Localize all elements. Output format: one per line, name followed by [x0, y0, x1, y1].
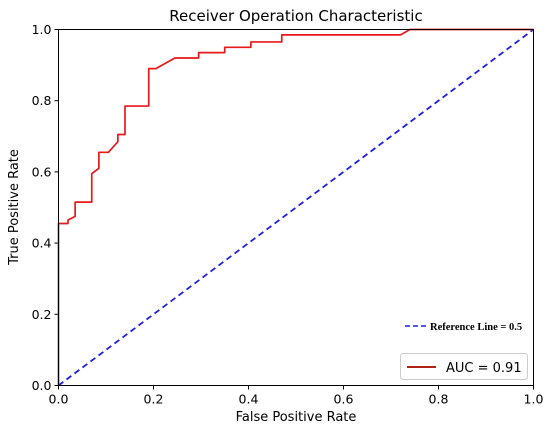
y-tick-label: 0.4	[32, 236, 52, 251]
plot-frame	[58, 29, 534, 386]
reference-legend: Reference Line = 0.5	[405, 322, 522, 333]
reference-line	[57, 28, 535, 387]
chart-title: Receiver Operation Characteristic	[169, 7, 422, 25]
y-tick-label: 0.6	[32, 164, 52, 179]
x-tick-label: 0.4	[239, 392, 259, 407]
x-tick-label: 0.0	[49, 392, 69, 407]
x-axis-label: False Positive Rate	[236, 410, 357, 425]
series-layer	[57, 28, 535, 387]
y-axis-label: True Positive Rate	[7, 149, 22, 266]
axis-ticks: 0.0 0.2 0.4 0.6 0.8 1.0 0.0 0.2 0.4 0.6 0.8 1.0	[32, 22, 544, 407]
y-tick-label: 0.2	[32, 307, 52, 322]
y-tick-label: 1.0	[32, 22, 52, 37]
x-tick-label: 0.6	[334, 392, 354, 407]
y-tick-label: 0.0	[32, 378, 52, 393]
auc-legend-label: AUC = 0.91	[446, 361, 522, 376]
roc-curve	[57, 28, 534, 386]
x-tick-label: 1.0	[524, 392, 544, 407]
y-tick-label: 0.8	[32, 93, 52, 108]
x-tick-label: 0.8	[429, 392, 449, 407]
auc-legend-box	[400, 353, 528, 380]
reference-legend-label: Reference Line = 0.5	[430, 322, 522, 333]
x-tick-label: 0.2	[144, 392, 164, 407]
auc-legend: AUC = 0.91	[400, 353, 528, 380]
